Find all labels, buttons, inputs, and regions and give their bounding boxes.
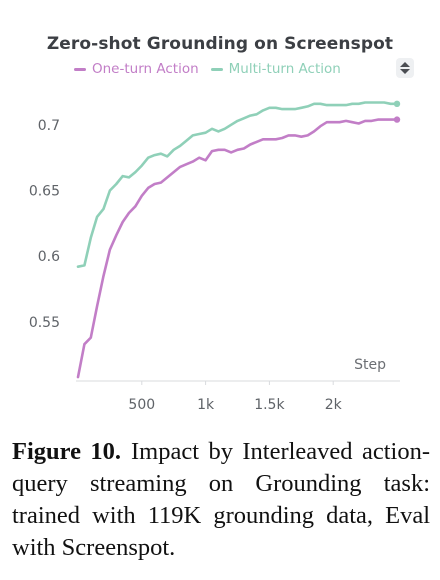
legend-label-one-turn: One-turn Action [92, 61, 199, 77]
sort-down-icon [400, 69, 410, 74]
series-endpoint-multi-turn [393, 100, 401, 108]
x-tick-label: 2k [325, 397, 343, 413]
y-tick-labels: 0.55 0.6 0.65 0.7 [29, 118, 60, 331]
legend-item-multi-turn[interactable]: Multi-turn Action [210, 61, 341, 77]
figure-caption: Figure 10. Impact by Interleaved action-q… [12, 436, 430, 564]
x-tick-label: 500 [128, 397, 155, 413]
x-tick-label: 1k [197, 397, 215, 413]
y-tick-label: 0.6 [38, 249, 60, 265]
series-endpoint-one-turn [393, 116, 401, 123]
x-axis-label: Step [354, 357, 386, 373]
x-tick-label: 1.5k [254, 397, 285, 413]
legend-swatch-multi-turn [210, 67, 223, 71]
series-line-one-turn [76, 118, 399, 379]
legend: One-turn Action Multi-turn Action [74, 60, 353, 78]
legend-label-multi-turn: Multi-turn Action [228, 61, 341, 77]
sort-up-icon [400, 62, 410, 67]
legend-sort-button[interactable] [396, 58, 414, 78]
y-tick-label: 0.7 [38, 118, 60, 134]
series-line-multi-turn [76, 101, 399, 269]
series-layer [76, 100, 401, 379]
legend-item-one-turn[interactable]: One-turn Action [74, 61, 199, 77]
caption-label: Figure 10. [12, 438, 121, 465]
chart-title: Zero-shot Grounding on Screenspot [46, 34, 394, 54]
caption-text: Impact by Interleaved action-query strea… [12, 438, 430, 561]
y-tick-label: 0.55 [29, 315, 60, 331]
plot-area: Step 0.55 0.6 0.65 0.7 500 1k 1.5k 2k [29, 100, 401, 413]
y-tick-label: 0.65 [29, 184, 60, 200]
x-tick-labels: 500 1k 1.5k 2k [128, 381, 343, 413]
legend-swatch-one-turn [74, 67, 86, 71]
